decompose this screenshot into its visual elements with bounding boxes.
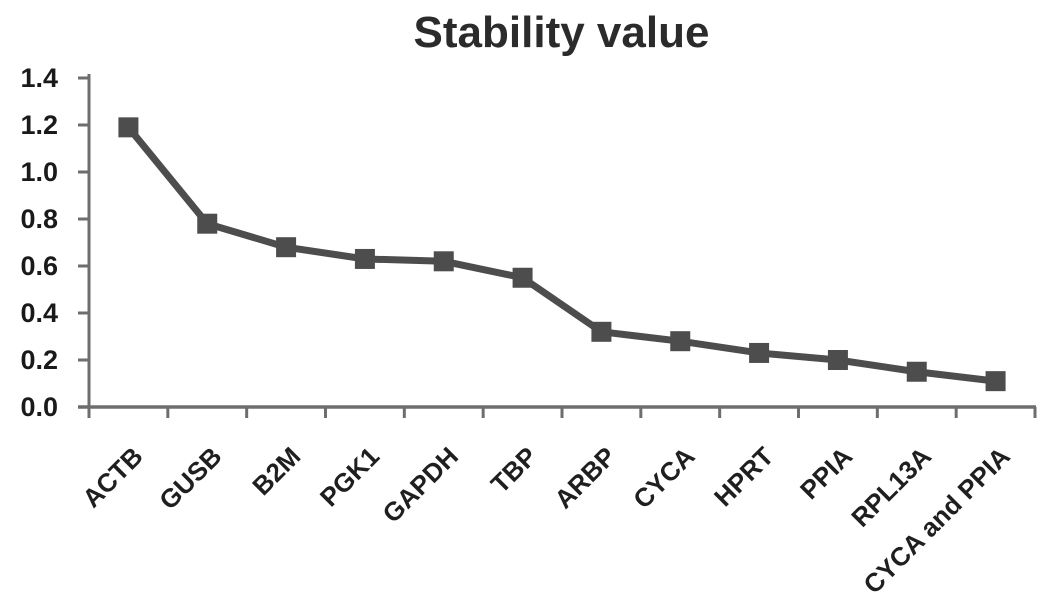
y-tick-label: 0.6 [20,251,58,281]
y-tick-label: 0.2 [20,345,58,375]
data-point-marker [512,267,533,288]
x-category-label: B2M [246,441,306,501]
data-point-marker [670,331,691,352]
data-point-marker [118,117,139,138]
x-category-label: PPIA [794,441,858,505]
y-tick-label: 0.4 [20,298,58,328]
x-category-label: GAPDH [376,441,464,529]
y-tick-label: 1.0 [20,157,58,187]
x-category-label: ACTB [76,441,148,513]
data-point-marker [433,251,454,272]
x-category-label: HPRT [708,441,779,512]
x-category-label: TBP [485,441,543,499]
data-point-marker [985,371,1006,392]
y-tick-label: 0.8 [20,204,58,234]
data-point-marker [827,350,848,370]
data-point-marker [354,248,375,269]
data-point-marker [749,342,770,363]
x-category-label: CYCA and PPIA [857,441,1016,600]
y-tick-label: 1.4 [20,63,58,93]
x-category-label: PGK1 [314,441,385,512]
x-category-label: ARBP [548,441,621,514]
data-point-marker [276,237,297,258]
data-point-marker [591,321,612,342]
x-category-label: GUSB [153,441,227,515]
y-tick-label: 0.0 [20,392,58,422]
chart-title: Stability value [413,8,710,57]
y-tick-label: 1.2 [20,110,58,140]
data-point-marker [906,361,927,382]
x-category-label: CYCA [627,441,700,514]
data-line [125,125,996,385]
data-point-marker [197,213,218,234]
